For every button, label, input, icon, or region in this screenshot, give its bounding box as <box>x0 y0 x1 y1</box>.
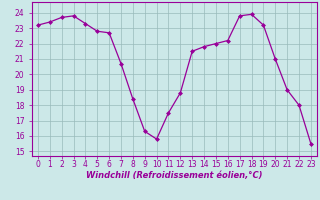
X-axis label: Windchill (Refroidissement éolien,°C): Windchill (Refroidissement éolien,°C) <box>86 171 263 180</box>
